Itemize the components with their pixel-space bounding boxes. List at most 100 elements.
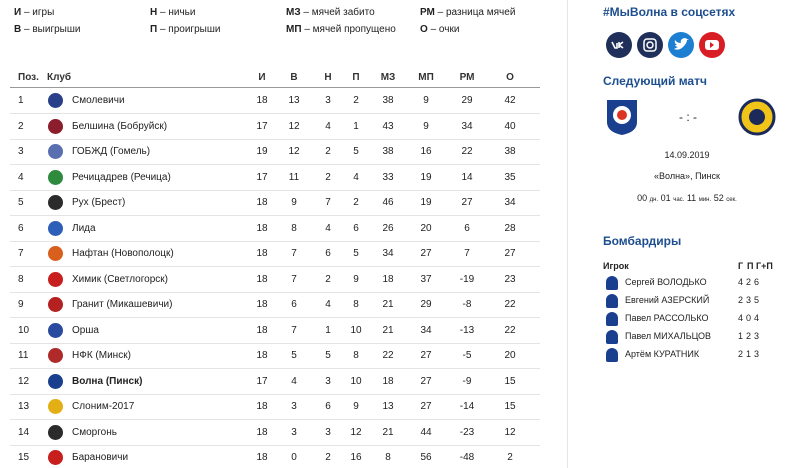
- position: 3: [18, 146, 24, 157]
- position: 13: [18, 401, 30, 412]
- stat-cell: 0: [291, 452, 297, 463]
- stat-cell: -13: [459, 324, 475, 336]
- legend-text: – мячей пропущено: [304, 24, 396, 35]
- club-logo: [48, 220, 63, 236]
- player-stat: 4: [738, 277, 744, 287]
- stat-cell: -9: [462, 375, 472, 387]
- stat-cell: 22: [461, 146, 473, 157]
- stat-cell: 27: [420, 375, 432, 387]
- club-name[interactable]: Орша: [72, 324, 99, 336]
- club-name[interactable]: Лида: [72, 222, 96, 234]
- stat-cell: 8: [353, 299, 359, 310]
- stat-cell: 16: [350, 452, 362, 463]
- legend-abbr: И: [14, 7, 22, 18]
- countdown-unit: мин.: [698, 197, 712, 203]
- stat-cell: 6: [291, 299, 297, 310]
- stat-cell: 4: [353, 171, 359, 183]
- legend-item: В – выигрыши: [14, 24, 80, 35]
- player-name: Артём КУРАТНИК: [625, 349, 700, 359]
- club-name[interactable]: Барановичи: [72, 452, 129, 463]
- stat-cell: 37: [420, 273, 432, 285]
- stat-cell: 18: [256, 299, 268, 310]
- legend-text: – разница мячей: [437, 7, 516, 18]
- club-name[interactable]: Сморгонь: [72, 426, 117, 438]
- stat-cell: 8: [291, 222, 297, 234]
- scorers-title: Бомбардиры: [603, 234, 682, 248]
- player-stat: 6: [754, 277, 760, 287]
- row-line: [10, 164, 540, 165]
- legend-abbr: Н: [150, 7, 158, 18]
- stat-cell: 44: [420, 426, 432, 438]
- player-stat: 3: [754, 331, 760, 341]
- club-name[interactable]: НФК (Минск): [72, 350, 131, 361]
- stat-cell: 12: [350, 426, 362, 438]
- stat-cell: 6: [353, 222, 359, 234]
- club-logo: [48, 424, 63, 440]
- column-header: О: [506, 72, 514, 83]
- countdown-value: 00: [637, 193, 648, 203]
- stat-cell: -23: [459, 426, 475, 438]
- stat-cell: 5: [353, 146, 359, 157]
- instagram-icon[interactable]: [637, 32, 663, 58]
- stat-cell: 9: [353, 401, 359, 412]
- club-name[interactable]: Нафтан (Новополоцк): [72, 248, 174, 259]
- stat-cell: 18: [256, 248, 268, 259]
- stat-cell: 12: [288, 146, 300, 157]
- stat-cell: 10: [350, 324, 362, 336]
- player-name: Евгений АЗЕРСКИЙ: [625, 295, 710, 305]
- legend-abbr: РМ: [420, 7, 435, 18]
- stat-cell: 2: [325, 146, 331, 157]
- stat-cell: -8: [462, 299, 472, 310]
- stat-cell: 2: [325, 273, 331, 285]
- club-name[interactable]: Белшина (Бобруйск): [72, 120, 168, 132]
- club-name[interactable]: Смолевичи: [72, 95, 125, 106]
- stat-cell: 27: [504, 248, 516, 259]
- player-stat: 3: [754, 349, 760, 359]
- legend-abbr: МЗ: [286, 7, 301, 18]
- club-name[interactable]: Рух (Брест): [72, 197, 126, 208]
- row-line: [10, 317, 540, 318]
- stat-cell: 2: [325, 452, 331, 463]
- club-logo: [48, 399, 63, 414]
- stat-cell: 12: [504, 426, 516, 438]
- player-stat: 3: [746, 295, 752, 305]
- legend-text: – проигрыши: [159, 24, 221, 35]
- stat-cell: 8: [385, 452, 391, 463]
- club-name[interactable]: Слоним-2017: [72, 401, 135, 412]
- stat-cell: 18: [382, 273, 394, 285]
- stat-cell: 40: [504, 120, 516, 132]
- legend-abbr: О: [420, 24, 428, 35]
- club-name[interactable]: Волна (Пинск): [72, 375, 143, 387]
- club-name[interactable]: Гранит (Микашевичи): [72, 299, 173, 310]
- stat-cell: 21: [382, 299, 394, 310]
- stat-cell: 20: [420, 222, 432, 234]
- row-line: [10, 342, 540, 344]
- stat-cell: 38: [382, 95, 394, 106]
- club-name[interactable]: Химик (Светлогорск): [72, 273, 168, 285]
- legend-item: О – очки: [420, 24, 459, 35]
- stat-cell: 43: [382, 120, 394, 132]
- row-line: [10, 138, 540, 140]
- position: 10: [18, 324, 30, 336]
- club-name[interactable]: ГОБЖД (Гомель): [72, 146, 151, 157]
- stat-cell: 6: [325, 248, 331, 259]
- row-line: [10, 393, 540, 395]
- stat-cell: 27: [420, 248, 432, 259]
- row-line: [10, 189, 540, 191]
- stat-cell: 7: [291, 273, 297, 285]
- club-name[interactable]: Речицадрев (Речица): [72, 171, 171, 183]
- stat-cell: 19: [420, 171, 432, 183]
- stat-cell: 6: [464, 222, 470, 234]
- stat-cell: 38: [504, 146, 516, 157]
- player-name: Сергей ВОЛОДЬКО: [625, 277, 707, 287]
- legend-item: МП – мячей пропущено: [286, 24, 396, 35]
- stat-cell: 13: [382, 401, 394, 412]
- legend-text: – игры: [23, 7, 55, 18]
- stat-cell: 18: [256, 197, 268, 208]
- stat-cell: 22: [382, 350, 394, 361]
- club-logo: [48, 348, 63, 363]
- stat-cell: 28: [504, 222, 516, 234]
- header-line: [10, 87, 540, 88]
- player-stat: 2: [746, 331, 752, 341]
- countdown-value: 52: [713, 193, 724, 203]
